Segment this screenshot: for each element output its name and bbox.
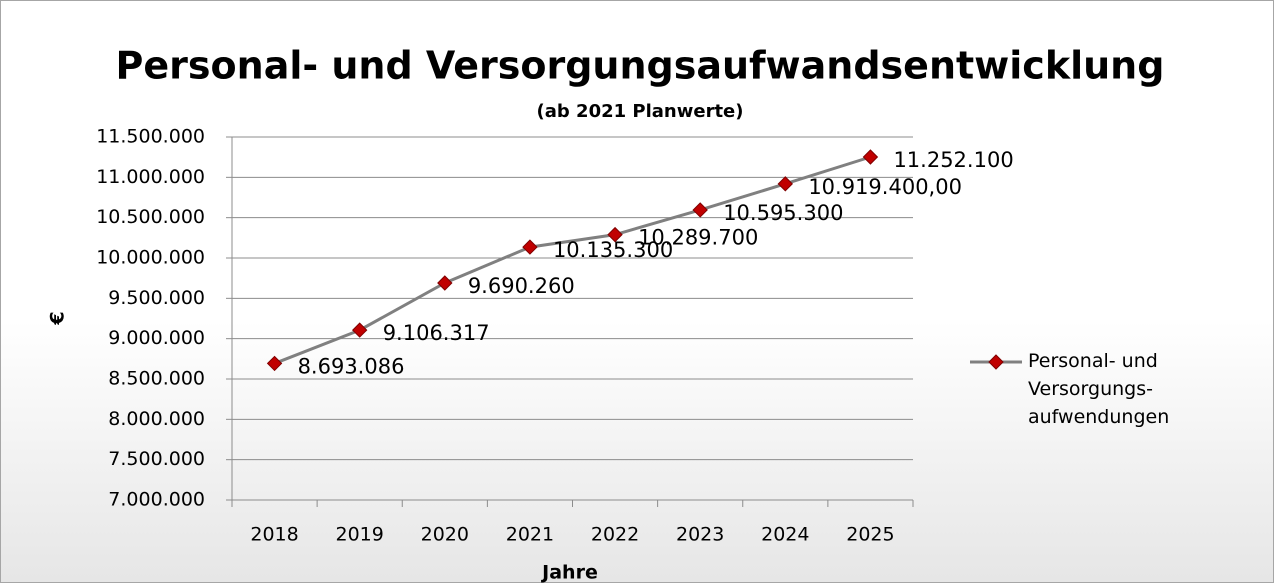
x-tick-label: 2020 <box>421 524 469 546</box>
x-tick-label: 2025 <box>846 524 894 546</box>
y-tick-label: 10.000.000 <box>96 247 205 269</box>
legend-label: Personal- und Versorgungs-aufwendungen <box>1028 350 1170 428</box>
x-tick-label: 2018 <box>250 524 298 546</box>
data-label: 9.690.260 <box>468 274 575 298</box>
data-label: 10.919.400,00 <box>808 175 962 199</box>
x-tick-label: 2019 <box>336 524 384 546</box>
y-tick-label: 7.500.000 <box>108 448 205 470</box>
y-tick-label: 10.500.000 <box>96 206 205 228</box>
marker <box>437 275 453 291</box>
x-tick-label: 2024 <box>761 524 809 546</box>
x-tick-label: 2021 <box>506 524 554 546</box>
series-line <box>274 155 871 365</box>
data-label: 11.252.100 <box>893 148 1013 172</box>
marker <box>862 149 879 165</box>
legend-marker <box>988 354 1004 370</box>
y-tick-label: 11.500.000 <box>96 126 205 148</box>
x-tick-label: 2023 <box>676 524 724 546</box>
marker <box>607 226 623 243</box>
x-tick-label: 2022 <box>591 524 639 546</box>
marker <box>522 239 538 255</box>
data-label: 10.595.300 <box>723 201 843 225</box>
data-label: 10.135.300 <box>553 238 673 262</box>
marker <box>351 322 368 338</box>
y-tick-label: 9.000.000 <box>108 327 205 349</box>
data-label: 10.289.700 <box>638 226 758 250</box>
data-label: 9.106.317 <box>383 321 490 345</box>
marker <box>692 202 708 218</box>
marker <box>266 355 283 372</box>
data-label: 8.693.086 <box>298 354 405 378</box>
chart-subtitle: (ab 2021 Planwerte) <box>537 101 744 122</box>
y-axis-label: € <box>47 311 69 325</box>
y-tick-label: 7.000.000 <box>108 489 205 511</box>
y-tick-label: 8.500.000 <box>108 368 205 390</box>
x-axis-label: Jahre <box>540 562 598 583</box>
marker <box>777 176 794 192</box>
y-tick-label: 8.000.000 <box>108 408 205 430</box>
chart-title: Personal- und Versorgungsaufwandsentwick… <box>116 44 1165 88</box>
y-tick-label: 9.500.000 <box>108 287 205 309</box>
y-tick-label: 11.000.000 <box>96 166 205 188</box>
